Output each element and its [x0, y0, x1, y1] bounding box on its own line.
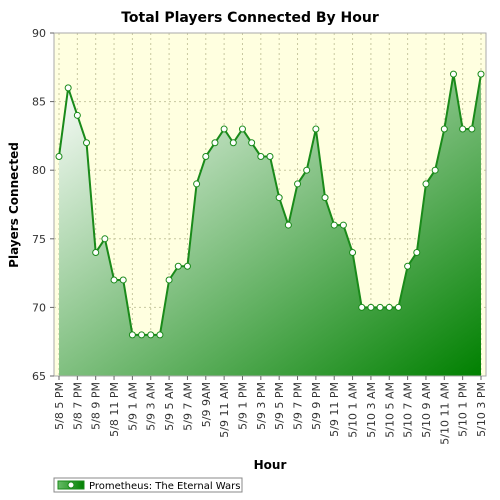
x-tick-label: 5/8 9 PM — [90, 382, 103, 430]
data-point — [147, 331, 155, 339]
data-point — [174, 262, 182, 270]
x-tick-label: 5/9 9AM — [200, 382, 213, 427]
x-tick-label: 5/10 1 AM — [347, 382, 360, 438]
data-point — [422, 180, 430, 188]
data-point — [110, 276, 118, 284]
data-point — [303, 166, 311, 174]
x-axis: 5/8 5 PM 5/8 7 PM 5/8 9 PM 5/8 11 PM 5/9 1 A… — [53, 376, 488, 445]
data-point — [367, 303, 375, 311]
data-point — [128, 331, 136, 339]
data-point — [248, 139, 256, 147]
y-tick-label: 70 — [32, 301, 46, 314]
data-point — [229, 139, 237, 147]
data-point — [211, 139, 219, 147]
data-point — [83, 139, 91, 147]
x-tick-label: 5/10 1 PM — [457, 382, 470, 437]
data-point — [183, 262, 191, 270]
data-point — [64, 84, 72, 92]
data-point — [413, 249, 421, 257]
x-tick-label: 5/8 5 PM — [53, 382, 66, 430]
data-point — [294, 180, 302, 188]
data-point — [101, 235, 109, 243]
y-tick-label: 80 — [32, 164, 46, 177]
data-point — [404, 262, 412, 270]
data-point — [193, 180, 201, 188]
y-tick-label: 65 — [32, 370, 46, 383]
x-axis-label: Hour — [254, 458, 287, 472]
plot-border — [53, 32, 487, 377]
data-point — [459, 125, 467, 133]
legend: Prometheus: The Eternal Wars — [53, 477, 243, 493]
data-point — [275, 194, 283, 202]
data-point — [321, 194, 329, 202]
data-point — [238, 125, 246, 133]
y-axis: 65 70 75 80 85 90 — [32, 27, 54, 383]
data-point — [257, 152, 265, 160]
x-tick-label: 5/9 5 PM — [273, 382, 286, 430]
x-tick-label: 5/9 7 PM — [292, 382, 305, 430]
x-tick-label: 5/9 11 AM — [218, 382, 231, 438]
x-tick-label: 5/9 11 PM — [328, 382, 341, 437]
x-tick-label: 5/10 3 PM — [475, 382, 488, 437]
x-tick-label: 5/10 11 AM — [438, 382, 451, 445]
data-point — [477, 70, 485, 78]
x-tick-label: 5/9 1 PM — [236, 382, 249, 430]
x-tick-label: 5/9 3 PM — [255, 382, 268, 430]
x-tick-label: 5/9 1 AM — [126, 382, 139, 431]
x-tick-label: 5/10 3 AM — [365, 382, 378, 438]
data-point — [312, 125, 320, 133]
series-points — [55, 70, 485, 339]
data-point — [449, 70, 457, 78]
data-point — [358, 303, 366, 311]
data-point — [330, 221, 338, 229]
x-tick-label: 5/9 9 PM — [310, 382, 323, 430]
chart-title: Total Players Connected By Hour — [121, 10, 379, 26]
y-tick-label: 75 — [32, 233, 46, 246]
data-point — [284, 221, 292, 229]
data-point — [339, 221, 347, 229]
x-tick-label: 5/10 9 AM — [420, 382, 433, 438]
data-point — [266, 152, 274, 160]
legend-entry-label: Prometheus: The Eternal Wars — [89, 481, 241, 492]
data-point — [468, 125, 476, 133]
data-point — [138, 331, 146, 339]
data-point — [220, 125, 228, 133]
legend-box — [53, 477, 243, 493]
legend-marker — [67, 481, 75, 489]
data-point — [349, 249, 357, 257]
data-point — [55, 152, 63, 160]
data-point — [165, 276, 173, 284]
x-tick-label: 5/10 5 AM — [383, 382, 396, 438]
x-tick-label: 5/9 3 AM — [145, 382, 158, 431]
x-tick-label: 5/9 7 AM — [181, 382, 194, 431]
data-point — [394, 303, 402, 311]
data-point — [440, 125, 448, 133]
data-point — [202, 152, 210, 160]
x-tick-label: 5/9 5 AM — [163, 382, 176, 431]
y-axis-label: Players Connected — [7, 142, 21, 268]
data-point — [119, 276, 127, 284]
data-point — [156, 331, 164, 339]
data-point — [431, 166, 439, 174]
y-tick-label: 85 — [32, 96, 46, 109]
y-tick-label: 90 — [32, 27, 46, 40]
x-tick-label: 5/8 11 PM — [108, 382, 121, 437]
x-tick-label: 5/8 7 PM — [71, 382, 84, 430]
data-point — [73, 111, 81, 119]
data-point — [376, 303, 384, 311]
data-point — [385, 303, 393, 311]
data-point — [92, 249, 100, 257]
x-tick-label: 5/10 7 AM — [402, 382, 415, 438]
area-fill — [59, 74, 481, 376]
